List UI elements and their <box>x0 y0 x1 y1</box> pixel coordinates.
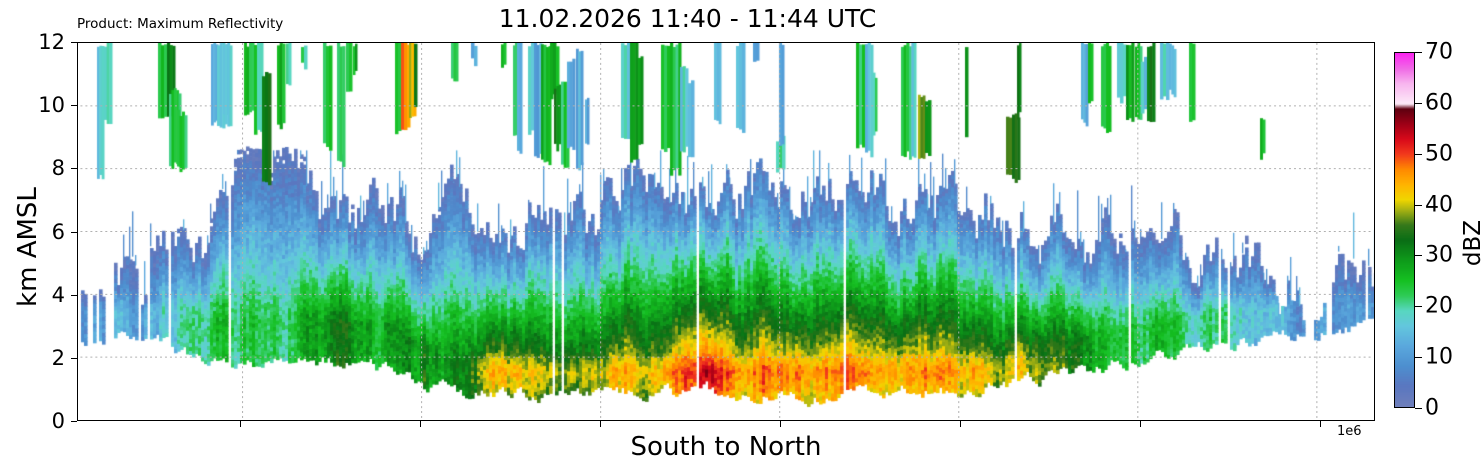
colorbar-tick-label: 20 <box>1425 293 1453 319</box>
y-tick-mark <box>71 294 77 296</box>
colorbar <box>1394 52 1415 408</box>
y-tick-mark <box>71 168 77 170</box>
colorbar-tick-mark <box>1415 204 1422 206</box>
x-tick-mark <box>600 421 601 427</box>
y-tick-label: 10 <box>38 93 65 118</box>
y-tick-mark <box>71 42 77 43</box>
x-tick-mark <box>420 421 421 427</box>
x-axis-label: South to North <box>630 432 822 462</box>
y-tick-label: 6 <box>51 219 65 244</box>
x-tick-mark <box>1320 421 1321 427</box>
plot-area <box>77 42 1375 421</box>
colorbar-tick-mark <box>1415 255 1422 257</box>
y-axis-label: km AMSL <box>13 187 43 307</box>
colorbar-tick-label: 60 <box>1425 90 1453 116</box>
colorbar-gradient <box>1394 52 1415 408</box>
colorbar-tick-label: 70 <box>1425 39 1453 65</box>
x-axis-offset-text: 1e6 <box>1337 424 1362 439</box>
y-tick-label: 0 <box>51 409 65 433</box>
colorbar-tick-label: 40 <box>1425 192 1453 218</box>
y-tick-mark <box>71 421 77 422</box>
y-tick-label: 2 <box>51 345 65 370</box>
colorbar-tick-mark <box>1415 52 1422 53</box>
colorbar-tick-label: 50 <box>1425 141 1453 167</box>
y-tick-mark <box>71 105 77 107</box>
x-tick-mark <box>1140 421 1141 427</box>
y-tick-mark <box>71 231 77 233</box>
reflectivity-heatmap-canvas <box>78 43 1374 420</box>
y-tick-label: 4 <box>51 282 65 307</box>
colorbar-tick-mark <box>1415 102 1422 104</box>
colorbar-tick-mark <box>1415 408 1422 409</box>
colorbar-tick-mark <box>1415 153 1422 155</box>
colorbar-label: dBZ <box>1460 219 1482 267</box>
colorbar-tick-label: 30 <box>1425 242 1453 268</box>
product-label: Product: Maximum Reflectivity <box>77 16 284 32</box>
x-tick-mark <box>780 421 781 427</box>
page-title: 11.02.2026 11:40 - 11:44 UTC <box>498 4 877 33</box>
y-tick-mark <box>71 357 77 359</box>
colorbar-tick-mark <box>1415 357 1422 359</box>
x-tick-mark <box>960 421 961 427</box>
x-tick-mark <box>240 421 241 427</box>
y-tick-label: 12 <box>38 30 65 54</box>
colorbar-tick-label: 0 <box>1425 395 1439 421</box>
y-tick-label: 8 <box>51 156 65 181</box>
colorbar-tick-label: 10 <box>1425 344 1453 370</box>
colorbar-tick-mark <box>1415 306 1422 308</box>
